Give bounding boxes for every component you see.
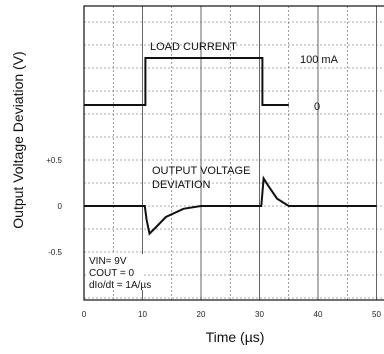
load-current-label: LOAD CURRENT xyxy=(150,41,237,53)
load-current-trace xyxy=(84,57,289,106)
load-low-label: 0 xyxy=(314,101,320,113)
x-tick-label: 50 xyxy=(372,310,381,319)
condition-dio-dt: dIo/dt = 1A/µs xyxy=(89,280,151,291)
load-high-label: 100 mA xyxy=(300,54,339,66)
y-tick-label: -0.5 xyxy=(48,248,62,257)
condition-vin: VIN= 9V xyxy=(89,256,127,267)
x-tick-label: 10 xyxy=(138,310,147,319)
plot-frame xyxy=(83,5,384,301)
x-tick-label: 40 xyxy=(314,310,323,319)
x-tick-label: 30 xyxy=(255,310,264,319)
condition-cout: COUT = 0 xyxy=(89,268,135,279)
x-axis-label: Time (µs) xyxy=(205,329,265,345)
vout-label-line2: DEVIATION xyxy=(152,179,211,191)
conditions-box xyxy=(87,254,143,290)
y-tick-label: +0.5 xyxy=(46,156,62,165)
vout-label-line1: OUTPUT VOLTAGE xyxy=(152,165,250,177)
x-tick-label: 20 xyxy=(197,310,206,319)
grid xyxy=(84,6,384,300)
y-axis-label: Output Voltage Deviation (V) xyxy=(10,51,26,229)
tick-labels: 0 10 20 30 40 50 +0.5 0 -0.5 xyxy=(46,156,381,319)
output-voltage-trace xyxy=(84,175,377,236)
y-tick-label: 0 xyxy=(58,202,63,211)
x-tick-label: 0 xyxy=(82,310,87,319)
